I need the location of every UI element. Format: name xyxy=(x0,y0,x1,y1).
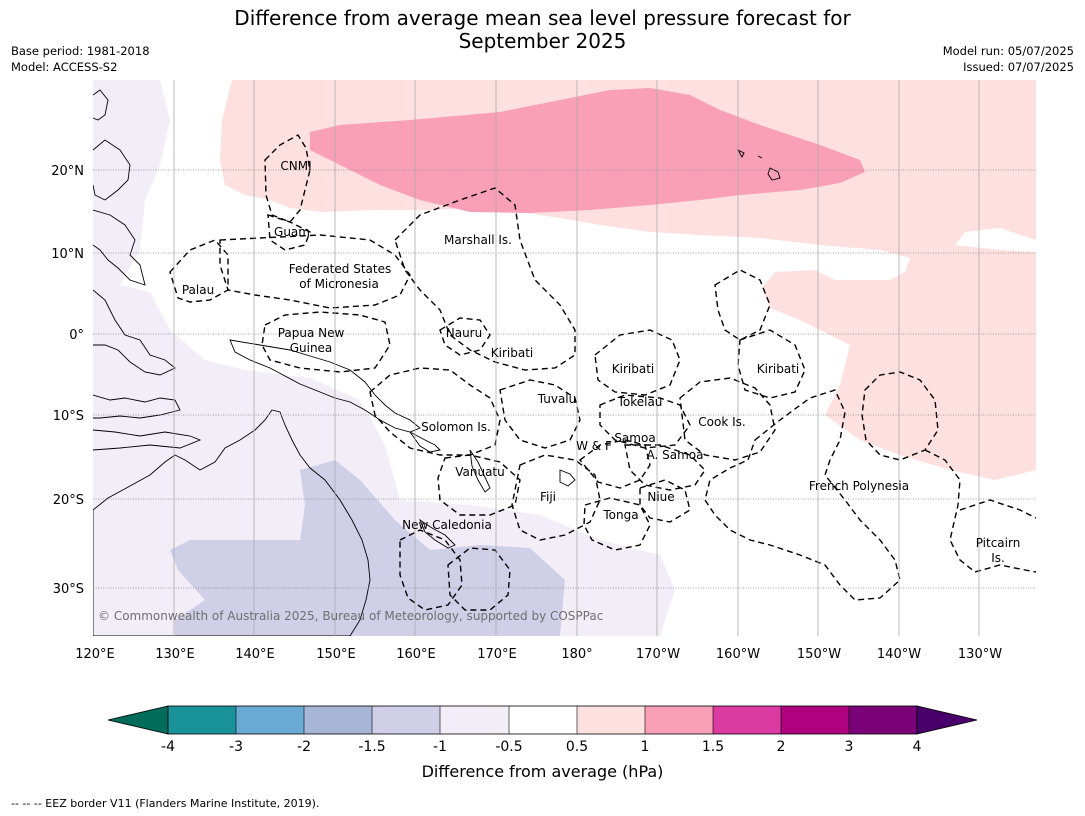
lon-label-170w: 170°W xyxy=(636,647,680,662)
lat-label-20s: 20°S xyxy=(53,493,84,508)
copyright-notice: © Commonwealth of Australia 2025, Bureau… xyxy=(98,609,604,623)
lat-label-0: 0° xyxy=(69,328,84,343)
colorbar-swatch xyxy=(509,706,577,734)
label-tuvalu: Tuvalu xyxy=(537,392,577,406)
meta-left: Base period: 1981-2018 Model: ACCESS-S2 xyxy=(11,43,150,75)
colorbar-swatch xyxy=(304,706,372,734)
lon-label-120e: 120°E xyxy=(75,647,115,662)
lon-label-140e: 140°E xyxy=(235,647,275,662)
lon-label-160w: 160°W xyxy=(716,647,760,662)
eez-borders xyxy=(169,134,1036,611)
label-kiribati-west: Kiribati xyxy=(491,346,533,360)
latitude-labels: 20°N 10°N 0° 10°S 20°S 30°S xyxy=(51,164,84,597)
meta-right: Model run: 05/07/2025 Issued: 07/07/2025 xyxy=(943,43,1074,75)
label-palau: Palau xyxy=(182,283,214,297)
colorbar-frame xyxy=(167,705,918,735)
colorbar-swatch xyxy=(577,706,645,734)
label-pitcairn-1: Pitcairn xyxy=(976,536,1021,550)
label-fsm-2: of Micronesia xyxy=(299,277,379,291)
colorbar-swatch xyxy=(849,706,917,734)
label-fiji: Fiji xyxy=(540,490,556,504)
lon-label-180: 180° xyxy=(561,647,592,662)
model-run: Model run: 05/07/2025 xyxy=(942,44,1074,58)
lat-label-30s: 30°S xyxy=(53,582,84,597)
colorbar-tick: 3 xyxy=(845,739,854,755)
region-labels: CNMI Guam Marshall Is. Federated States … xyxy=(182,159,1020,565)
lat-label-20n: 20°N xyxy=(51,164,84,179)
title-line-2: September 2025 xyxy=(458,29,627,53)
label-tokelau: Tokelau xyxy=(617,395,663,409)
eez-footnote: -- -- -- EEZ border V11 (Flanders Marine… xyxy=(11,797,320,810)
label-american-samoa: A. Samoa xyxy=(647,448,704,462)
label-vanuatu: Vanuatu xyxy=(455,465,505,479)
model-name: Model: ACCESS-S2 xyxy=(11,60,118,74)
colorbar-tick: 1.5 xyxy=(702,739,724,755)
colorbar-tick: -0.5 xyxy=(495,739,522,755)
coastlines xyxy=(93,89,781,636)
colorbar-swatch xyxy=(236,706,304,734)
lon-label-160e: 160°E xyxy=(396,647,436,662)
meridian-lines xyxy=(173,80,980,636)
label-wallis-futuna: W & F xyxy=(576,439,612,453)
colorbar-swatch xyxy=(372,706,440,734)
anomaly-region-lavender xyxy=(170,460,565,636)
colorbar-tick: -1.5 xyxy=(358,739,385,755)
lon-label-170e: 170°E xyxy=(477,647,517,662)
colorbar-swatch xyxy=(781,706,849,734)
longitude-labels: 120°E 130°E 140°E 150°E 160°E 170°E 180°… xyxy=(75,647,1002,662)
colorbar-over-arrow xyxy=(916,705,978,735)
label-marshall-is: Marshall Is. xyxy=(444,233,512,247)
lon-label-130w: 130°W xyxy=(958,647,1002,662)
gridlines xyxy=(93,169,1036,589)
colorbar-tick: -3 xyxy=(229,739,243,755)
label-niue: Niue xyxy=(647,490,674,504)
colorbar-swatch xyxy=(440,706,509,734)
label-png-1: Papua New xyxy=(278,326,345,340)
colorbar-tick: 1 xyxy=(641,739,650,755)
label-kiribati-east: Kiribati xyxy=(757,362,799,376)
colorbar-tick: 2 xyxy=(777,739,786,755)
colorbar-dividers xyxy=(235,706,850,734)
colorbar-tick: -4 xyxy=(161,739,175,755)
label-nauru: Nauru xyxy=(446,326,482,340)
label-pitcairn-2: Is. xyxy=(991,551,1005,565)
label-tonga: Tonga xyxy=(602,508,638,522)
label-french-polynesia: French Polynesia xyxy=(809,479,909,493)
lat-label-10s: 10°S xyxy=(53,409,84,424)
anomaly-region-pink xyxy=(310,88,865,213)
label-guam: Guam xyxy=(274,225,310,239)
colorbar-tick: 0.5 xyxy=(566,739,588,755)
lon-label-150e: 150°E xyxy=(316,647,356,662)
label-cnmi: CNMI xyxy=(280,159,311,173)
lat-label-10n: 10°N xyxy=(51,247,84,262)
label-samoa: Samoa xyxy=(614,431,655,445)
lon-label-130e: 130°E xyxy=(155,647,195,662)
title-line-1: Difference from average mean sea level p… xyxy=(234,6,851,30)
map-area: CNMI Guam Marshall Is. Federated States … xyxy=(93,80,1036,636)
label-fsm-1: Federated States xyxy=(289,262,391,276)
issued-date: Issued: 07/07/2025 xyxy=(963,60,1074,74)
colorbar-tick: -2 xyxy=(297,739,311,755)
label-kiribati-central: Kiribati xyxy=(612,362,654,376)
colorbar-ticks: -4 -3 -2 -1.5 -1 -0.5 0.5 1 1.5 2 3 4 xyxy=(161,739,922,755)
chart-title: Difference from average mean sea level p… xyxy=(0,7,1085,53)
colorbar-under-arrow xyxy=(107,705,169,735)
label-png-2: Guinea xyxy=(290,341,333,355)
colorbar-tick: 4 xyxy=(913,739,922,755)
lon-label-140w: 140°W xyxy=(877,647,921,662)
label-cook-is: Cook Is. xyxy=(698,415,745,429)
colorbar-label: Difference from average (hPa) xyxy=(421,762,664,781)
base-period: Base period: 1981-2018 xyxy=(11,44,150,58)
anomaly-region-light-purple xyxy=(93,80,675,636)
lon-label-150w: 150°W xyxy=(797,647,841,662)
colorbar-swatch xyxy=(713,706,781,734)
colorbar-swatch xyxy=(168,706,236,734)
colorbar-tick: -1 xyxy=(433,739,447,755)
colorbar-swatch xyxy=(645,706,713,734)
label-new-caledonia: New Caledonia xyxy=(402,518,492,532)
label-solomon-is: Solomon Is. xyxy=(421,420,491,434)
colorbar: -4 -3 -2 -1.5 -1 -0.5 0.5 1 1.5 2 3 4 xyxy=(107,705,978,755)
